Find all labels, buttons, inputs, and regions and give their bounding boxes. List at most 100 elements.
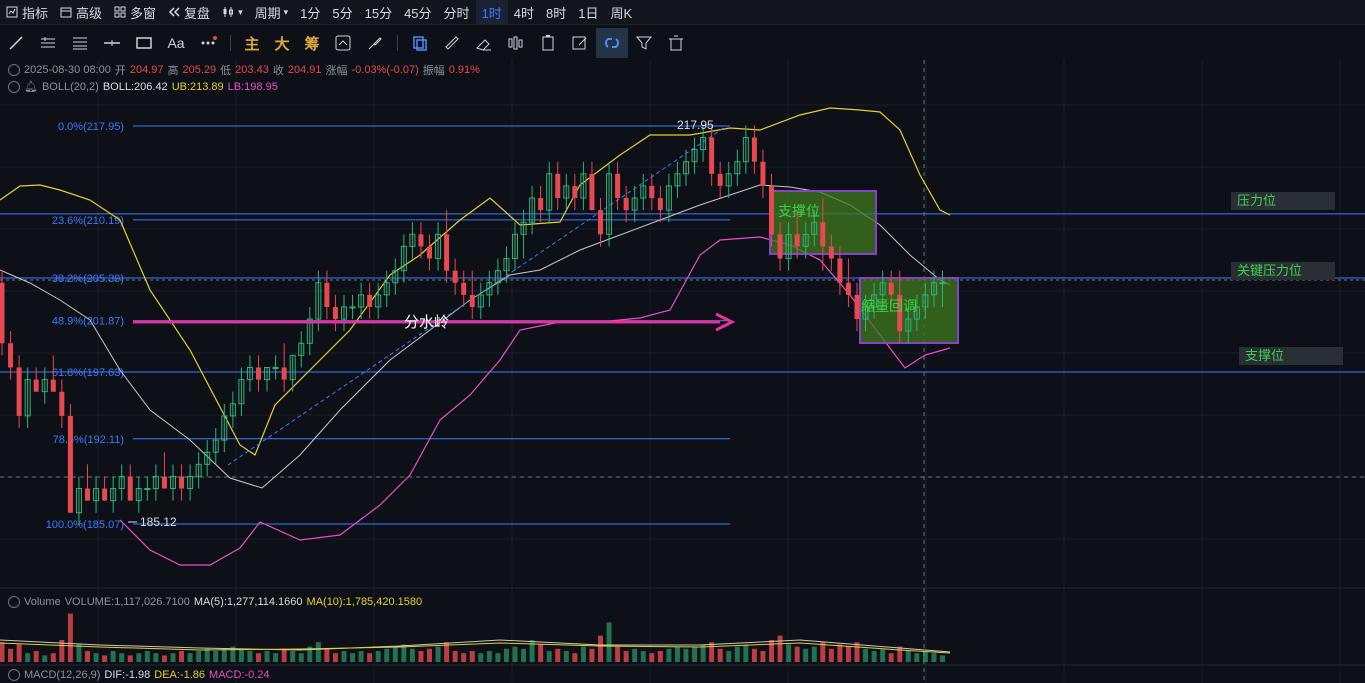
filter-tool[interactable] <box>628 28 660 58</box>
line-tool-icon <box>9 36 23 50</box>
eraser-tool[interactable] <box>468 28 500 58</box>
collapse-icon[interactable] <box>8 669 20 681</box>
rectangle-tool[interactable] <box>128 28 160 58</box>
candle-body <box>427 246 432 259</box>
volume-bar <box>161 655 167 662</box>
volume-bar <box>42 655 48 662</box>
calendar-icon <box>60 6 72 18</box>
edit-tool[interactable] <box>564 28 596 58</box>
fib-level-label: 23.6%(210.19) <box>52 215 124 227</box>
candle-body <box>751 137 757 162</box>
bar-pattern-tool[interactable] <box>500 28 532 58</box>
large-order-toggle[interactable]: 大 <box>274 35 290 53</box>
period-1m[interactable]: 1分 <box>300 5 321 21</box>
period-1h[interactable]: 1时 <box>475 0 508 24</box>
candle-body <box>700 136 707 151</box>
volume-bar <box>580 646 586 662</box>
volume-bar <box>67 613 73 662</box>
macd-label[interactable]: MACD(12,26,9) <box>24 669 101 681</box>
volume-bar <box>803 648 809 662</box>
ohlc-datetime: 2025-08-30 08:00 <box>24 64 111 76</box>
volume-bar <box>495 653 501 662</box>
period-timeshare[interactable]: 分时 <box>443 5 470 21</box>
pattern-tool[interactable] <box>327 28 359 58</box>
volume-bar <box>170 653 176 662</box>
ruler-tool[interactable] <box>436 28 468 58</box>
volume-bar <box>734 646 740 662</box>
candle-body <box>922 294 929 308</box>
resistance-tag[interactable]: 压力位 <box>1231 192 1335 210</box>
boll-ub: UB:213.89 <box>171 80 224 93</box>
candle-body <box>375 294 382 308</box>
volume-bar <box>392 646 398 662</box>
open-value: 204.97 <box>129 64 164 76</box>
copy-tool[interactable] <box>404 28 436 58</box>
candle-body <box>888 282 894 295</box>
candle-body <box>170 475 176 490</box>
fib-level-label: 0.0%(217.95) <box>58 121 124 133</box>
candle-type-selector[interactable]: ▾ <box>216 0 249 24</box>
candle-body <box>93 488 100 502</box>
bell-icon[interactable]: 🔔︎ <box>24 81 38 93</box>
volume-bar <box>709 642 715 662</box>
text-tool[interactable]: Aa <box>167 35 185 51</box>
period-45m[interactable]: 45分 <box>404 5 432 21</box>
period-8h[interactable]: 8时 <box>546 5 567 21</box>
volume-bar <box>144 651 150 662</box>
replay-menu[interactable]: 复盘 <box>162 0 216 24</box>
volume-bar <box>478 653 484 662</box>
macd-dea: DEA:-1.86 <box>154 669 206 681</box>
volume-bar <box>837 644 843 662</box>
volume-bar <box>598 635 603 662</box>
more-tools[interactable] <box>192 28 224 58</box>
candle-body <box>383 282 390 296</box>
volume-bar <box>50 653 56 662</box>
parallel-tool[interactable] <box>32 28 64 58</box>
pattern-icon <box>335 35 351 51</box>
period-menu[interactable]: 周期 ▾ <box>249 0 295 24</box>
period-4h[interactable]: 4时 <box>513 5 535 21</box>
volume-bar <box>25 653 31 662</box>
key-resistance-tag[interactable]: 关键压力位 <box>1231 262 1335 280</box>
volume-bar <box>264 651 270 662</box>
low-value: 203.43 <box>235 64 269 76</box>
collapse-icon[interactable] <box>8 80 20 93</box>
copy-icon <box>413 36 427 51</box>
candle-body <box>802 233 809 247</box>
volume-bar <box>486 651 492 662</box>
volume-bar <box>769 640 774 662</box>
note-tool[interactable] <box>532 28 564 58</box>
volume-bar <box>683 648 689 662</box>
period-5m[interactable]: 5分 <box>332 5 353 21</box>
collapse-icon[interactable] <box>8 596 20 608</box>
advanced-menu[interactable]: 高级 <box>54 0 108 24</box>
drawing-toolbar: Aa 主 大 筹 <box>0 28 1365 58</box>
line-tool[interactable] <box>0 28 32 58</box>
delete-tool[interactable] <box>660 28 692 58</box>
period-15m[interactable]: 15分 <box>364 5 393 21</box>
period-week[interactable]: 周K <box>610 5 633 21</box>
fib-tool[interactable] <box>64 28 96 58</box>
volume-bar <box>760 651 766 662</box>
main-chart-toggle[interactable]: 主 <box>244 35 260 53</box>
fib-level-label: 100.0%(185.07) <box>46 519 124 531</box>
support-tag[interactable]: 支撑位 <box>1239 347 1343 365</box>
boll-label[interactable]: BOLL(20,2) <box>41 80 99 93</box>
volume-label[interactable]: Volume <box>24 596 61 608</box>
volume-bar <box>623 651 629 662</box>
chips-toggle[interactable]: 筹 <box>304 35 320 53</box>
volume-ma5: MA(5):1,277,114.1660 <box>193 596 303 608</box>
brush-tool[interactable] <box>359 28 391 58</box>
candle-body <box>444 234 450 271</box>
period-1d[interactable]: 1日 <box>578 5 599 21</box>
pullback-box-label: 缩量回调 <box>861 298 917 314</box>
magnet-tool[interactable] <box>596 28 628 58</box>
candle-body <box>67 415 73 513</box>
indicator-menu[interactable]: 指标 <box>0 0 54 24</box>
candle-body <box>649 185 655 199</box>
volume-bar <box>905 651 911 662</box>
multi-window-menu[interactable]: 多窗 <box>108 0 162 24</box>
horizontal-line-tool[interactable] <box>96 28 128 58</box>
collapse-icon[interactable] <box>8 64 20 76</box>
